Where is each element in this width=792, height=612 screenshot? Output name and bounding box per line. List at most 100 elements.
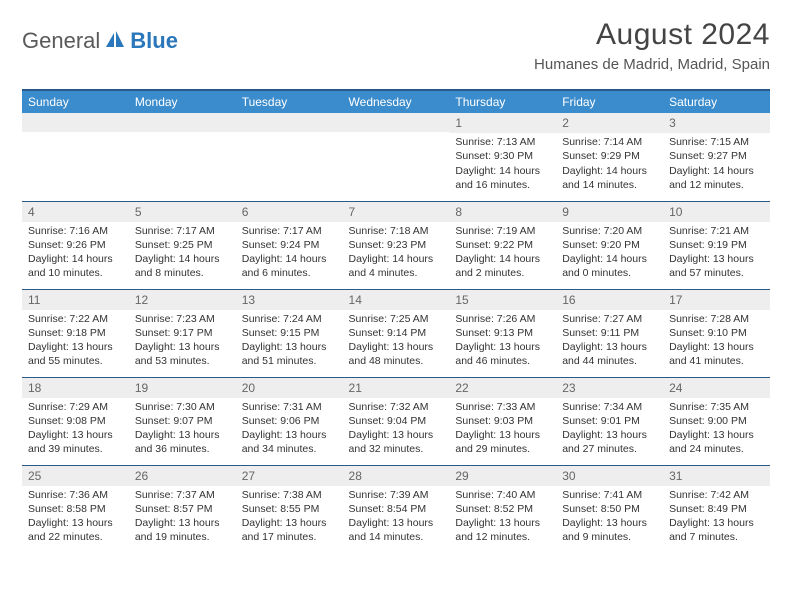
calendar-day-cell: 31Sunrise: 7:42 AMSunset: 8:49 PMDayligh…: [663, 465, 770, 553]
calendar-day-cell: 10Sunrise: 7:21 AMSunset: 9:19 PMDayligh…: [663, 201, 770, 289]
day-info: Sunrise: 7:41 AMSunset: 8:50 PMDaylight:…: [556, 486, 663, 549]
calendar-body: 1Sunrise: 7:13 AMSunset: 9:30 PMDaylight…: [22, 113, 770, 553]
calendar-day-cell: 29Sunrise: 7:40 AMSunset: 8:52 PMDayligh…: [449, 465, 556, 553]
day-number: 7: [343, 202, 450, 222]
day-number: 3: [663, 113, 770, 133]
day-number: 2: [556, 113, 663, 133]
day-info: Sunrise: 7:22 AMSunset: 9:18 PMDaylight:…: [22, 310, 129, 373]
calendar-day-cell: 27Sunrise: 7:38 AMSunset: 8:55 PMDayligh…: [236, 465, 343, 553]
day-number: 1: [449, 113, 556, 133]
logo-text-general: General: [22, 28, 100, 54]
day-number: 18: [22, 378, 129, 398]
day-info: Sunrise: 7:26 AMSunset: 9:13 PMDaylight:…: [449, 310, 556, 373]
calendar-day-cell: 9Sunrise: 7:20 AMSunset: 9:20 PMDaylight…: [556, 201, 663, 289]
day-number: 23: [556, 378, 663, 398]
weekday-header: Sunday: [22, 90, 129, 113]
empty-day-header: [236, 113, 343, 132]
calendar-day-cell: 30Sunrise: 7:41 AMSunset: 8:50 PMDayligh…: [556, 465, 663, 553]
calendar-day-cell: 17Sunrise: 7:28 AMSunset: 9:10 PMDayligh…: [663, 289, 770, 377]
calendar-day-cell: 14Sunrise: 7:25 AMSunset: 9:14 PMDayligh…: [343, 289, 450, 377]
logo-sail-icon: [104, 29, 126, 54]
calendar-day-cell: 3Sunrise: 7:15 AMSunset: 9:27 PMDaylight…: [663, 113, 770, 201]
calendar-day-cell: 13Sunrise: 7:24 AMSunset: 9:15 PMDayligh…: [236, 289, 343, 377]
day-info: Sunrise: 7:15 AMSunset: 9:27 PMDaylight:…: [663, 133, 770, 196]
calendar-day-cell: 12Sunrise: 7:23 AMSunset: 9:17 PMDayligh…: [129, 289, 236, 377]
weekday-header: Friday: [556, 90, 663, 113]
title-block: August 2024 Humanes de Madrid, Madrid, S…: [534, 18, 770, 73]
calendar-day-cell: 28Sunrise: 7:39 AMSunset: 8:54 PMDayligh…: [343, 465, 450, 553]
day-info: Sunrise: 7:13 AMSunset: 9:30 PMDaylight:…: [449, 133, 556, 196]
day-number: 17: [663, 290, 770, 310]
day-info: Sunrise: 7:30 AMSunset: 9:07 PMDaylight:…: [129, 398, 236, 461]
day-number: 26: [129, 466, 236, 486]
day-info: Sunrise: 7:37 AMSunset: 8:57 PMDaylight:…: [129, 486, 236, 549]
month-title: August 2024: [534, 18, 770, 52]
weekday-header: Tuesday: [236, 90, 343, 113]
day-info: Sunrise: 7:27 AMSunset: 9:11 PMDaylight:…: [556, 310, 663, 373]
calendar-day-cell: 19Sunrise: 7:30 AMSunset: 9:07 PMDayligh…: [129, 377, 236, 465]
weekday-header: Thursday: [449, 90, 556, 113]
weekday-header: Wednesday: [343, 90, 450, 113]
day-number: 9: [556, 202, 663, 222]
weekday-header: Monday: [129, 90, 236, 113]
day-info: Sunrise: 7:32 AMSunset: 9:04 PMDaylight:…: [343, 398, 450, 461]
day-info: Sunrise: 7:36 AMSunset: 8:58 PMDaylight:…: [22, 486, 129, 549]
calendar-day-cell: 11Sunrise: 7:22 AMSunset: 9:18 PMDayligh…: [22, 289, 129, 377]
day-info: Sunrise: 7:16 AMSunset: 9:26 PMDaylight:…: [22, 222, 129, 285]
day-info: Sunrise: 7:31 AMSunset: 9:06 PMDaylight:…: [236, 398, 343, 461]
day-info: Sunrise: 7:21 AMSunset: 9:19 PMDaylight:…: [663, 222, 770, 285]
calendar-day-cell: 8Sunrise: 7:19 AMSunset: 9:22 PMDaylight…: [449, 201, 556, 289]
calendar-day-cell: 5Sunrise: 7:17 AMSunset: 9:25 PMDaylight…: [129, 201, 236, 289]
day-info: Sunrise: 7:33 AMSunset: 9:03 PMDaylight:…: [449, 398, 556, 461]
logo-text-blue: Blue: [130, 28, 178, 54]
day-number: 5: [129, 202, 236, 222]
day-number: 22: [449, 378, 556, 398]
calendar-day-cell: 6Sunrise: 7:17 AMSunset: 9:24 PMDaylight…: [236, 201, 343, 289]
calendar-day-cell: 25Sunrise: 7:36 AMSunset: 8:58 PMDayligh…: [22, 465, 129, 553]
day-number: 30: [556, 466, 663, 486]
day-number: 20: [236, 378, 343, 398]
weekday-header-row: SundayMondayTuesdayWednesdayThursdayFrid…: [22, 90, 770, 113]
day-number: 11: [22, 290, 129, 310]
day-number: 14: [343, 290, 450, 310]
calendar-week-row: 1Sunrise: 7:13 AMSunset: 9:30 PMDaylight…: [22, 113, 770, 201]
day-info: Sunrise: 7:23 AMSunset: 9:17 PMDaylight:…: [129, 310, 236, 373]
calendar-day-cell: 18Sunrise: 7:29 AMSunset: 9:08 PMDayligh…: [22, 377, 129, 465]
day-number: 4: [22, 202, 129, 222]
day-info: Sunrise: 7:20 AMSunset: 9:20 PMDaylight:…: [556, 222, 663, 285]
day-info: Sunrise: 7:18 AMSunset: 9:23 PMDaylight:…: [343, 222, 450, 285]
day-number: 25: [22, 466, 129, 486]
calendar-day-cell: [129, 113, 236, 201]
day-info: Sunrise: 7:14 AMSunset: 9:29 PMDaylight:…: [556, 133, 663, 196]
day-number: 19: [129, 378, 236, 398]
day-info: Sunrise: 7:28 AMSunset: 9:10 PMDaylight:…: [663, 310, 770, 373]
day-info: Sunrise: 7:42 AMSunset: 8:49 PMDaylight:…: [663, 486, 770, 549]
calendar-day-cell: 26Sunrise: 7:37 AMSunset: 8:57 PMDayligh…: [129, 465, 236, 553]
day-number: 21: [343, 378, 450, 398]
day-info: Sunrise: 7:17 AMSunset: 9:24 PMDaylight:…: [236, 222, 343, 285]
calendar-day-cell: [22, 113, 129, 201]
logo: General Blue: [22, 18, 178, 54]
day-number: 6: [236, 202, 343, 222]
location-text: Humanes de Madrid, Madrid, Spain: [534, 56, 770, 73]
calendar-day-cell: [236, 113, 343, 201]
day-number: 8: [449, 202, 556, 222]
day-number: 24: [663, 378, 770, 398]
calendar-day-cell: 23Sunrise: 7:34 AMSunset: 9:01 PMDayligh…: [556, 377, 663, 465]
calendar-day-cell: [343, 113, 450, 201]
day-info: Sunrise: 7:35 AMSunset: 9:00 PMDaylight:…: [663, 398, 770, 461]
day-number: 13: [236, 290, 343, 310]
empty-day-header: [129, 113, 236, 132]
day-info: Sunrise: 7:39 AMSunset: 8:54 PMDaylight:…: [343, 486, 450, 549]
day-number: 28: [343, 466, 450, 486]
calendar-day-cell: 20Sunrise: 7:31 AMSunset: 9:06 PMDayligh…: [236, 377, 343, 465]
calendar-table: SundayMondayTuesdayWednesdayThursdayFrid…: [22, 89, 770, 553]
day-info: Sunrise: 7:40 AMSunset: 8:52 PMDaylight:…: [449, 486, 556, 549]
day-info: Sunrise: 7:29 AMSunset: 9:08 PMDaylight:…: [22, 398, 129, 461]
calendar-day-cell: 2Sunrise: 7:14 AMSunset: 9:29 PMDaylight…: [556, 113, 663, 201]
calendar-day-cell: 21Sunrise: 7:32 AMSunset: 9:04 PMDayligh…: [343, 377, 450, 465]
day-number: 29: [449, 466, 556, 486]
day-number: 10: [663, 202, 770, 222]
day-info: Sunrise: 7:38 AMSunset: 8:55 PMDaylight:…: [236, 486, 343, 549]
calendar-day-cell: 7Sunrise: 7:18 AMSunset: 9:23 PMDaylight…: [343, 201, 450, 289]
